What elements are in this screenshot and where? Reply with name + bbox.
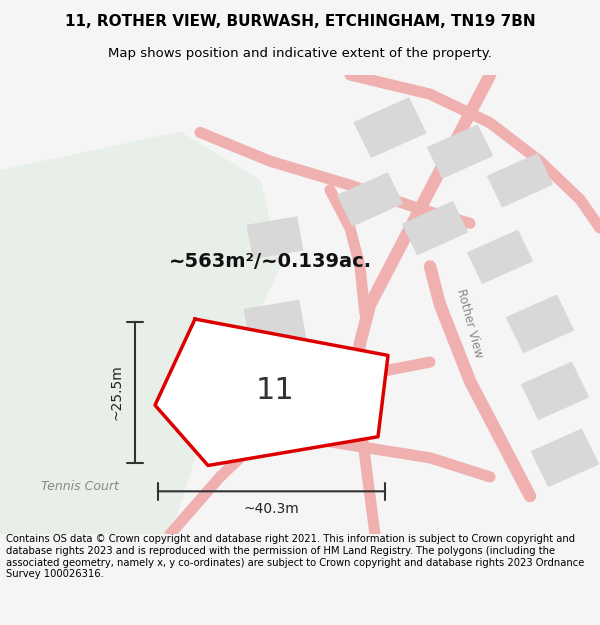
Bar (521, 362, 589, 419)
Text: ~40.3m: ~40.3m (244, 501, 299, 516)
Text: 11, ROTHER VIEW, BURWASH, ETCHINGHAM, TN19 7BN: 11, ROTHER VIEW, BURWASH, ETCHINGHAM, TN… (65, 14, 535, 29)
Polygon shape (0, 132, 280, 534)
Text: ~25.5m: ~25.5m (110, 364, 124, 420)
Text: Map shows position and indicative extent of the property.: Map shows position and indicative extent… (108, 48, 492, 61)
Bar (254, 391, 316, 438)
Bar (247, 217, 302, 258)
Text: Tennis Court: Tennis Court (41, 480, 119, 493)
Bar (355, 98, 425, 157)
Bar (428, 125, 493, 178)
Text: 11: 11 (256, 376, 295, 406)
Bar (488, 154, 553, 207)
Text: ~563m²/~0.139ac.: ~563m²/~0.139ac. (169, 252, 371, 271)
Polygon shape (155, 319, 388, 466)
Bar (532, 429, 598, 486)
Bar (244, 301, 305, 348)
Text: Contains OS data © Crown copyright and database right 2021. This information is : Contains OS data © Crown copyright and d… (6, 534, 584, 579)
Bar (338, 173, 403, 226)
Bar (467, 231, 532, 283)
Bar (403, 202, 467, 254)
Bar (506, 296, 574, 352)
Text: Rother View: Rother View (455, 288, 485, 360)
